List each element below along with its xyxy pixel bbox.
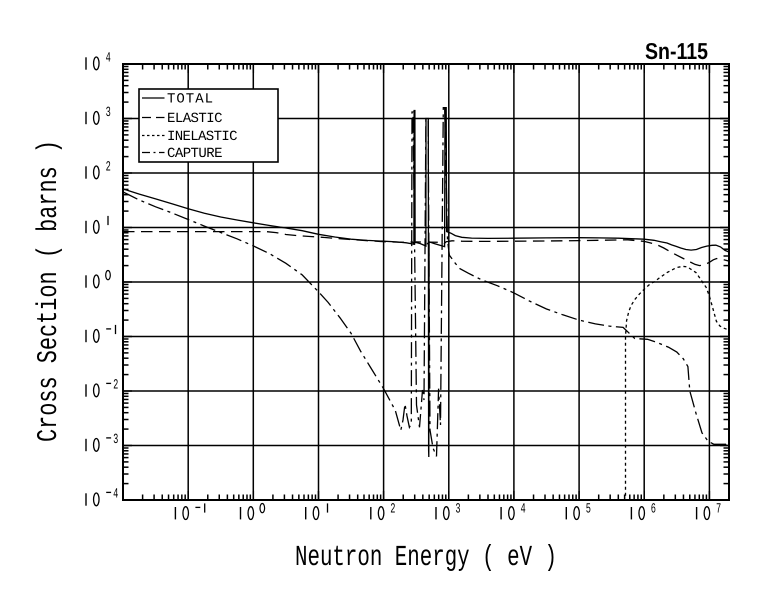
svg-text:CAPTURE: CAPTURE xyxy=(167,146,223,162)
svg-text:3: 3 xyxy=(455,502,460,518)
svg-text:2: 2 xyxy=(113,378,118,394)
svg-text:4: 4 xyxy=(521,502,526,518)
svg-text:3: 3 xyxy=(106,105,111,121)
svg-text:7: 7 xyxy=(716,502,721,518)
svg-text:6: 6 xyxy=(651,502,656,518)
svg-text:2: 2 xyxy=(106,160,111,176)
svg-text:Neutron Energy ( eV ): Neutron Energy ( eV ) xyxy=(295,541,557,574)
svg-text:Cross Section ( barns ): Cross Section ( barns ) xyxy=(32,140,65,442)
svg-text:Sn-115: Sn-115 xyxy=(645,38,708,64)
svg-text:5: 5 xyxy=(586,502,591,518)
svg-text:4: 4 xyxy=(106,51,111,67)
svg-text:INELASTIC: INELASTIC xyxy=(167,129,238,145)
svg-text:2: 2 xyxy=(390,502,395,518)
svg-text:4: 4 xyxy=(113,487,118,503)
svg-text:3: 3 xyxy=(113,432,118,448)
svg-text:TOTAL: TOTAL xyxy=(167,92,213,108)
svg-text:ELASTIC: ELASTIC xyxy=(167,111,223,127)
